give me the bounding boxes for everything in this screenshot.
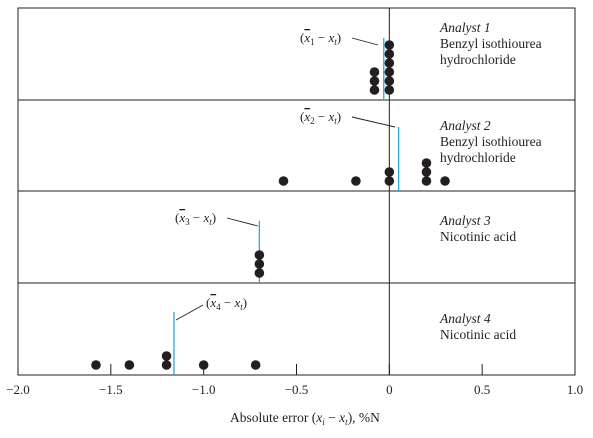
analyst-label: Analyst 4	[439, 311, 491, 326]
mean-label-minus: −	[315, 30, 329, 45]
x-tick-label: 1.0	[567, 382, 583, 397]
data-point	[161, 360, 172, 370]
data-point	[351, 176, 361, 186]
mean-label-leader	[351, 37, 379, 46]
mean-label: (x4 − xt)	[206, 295, 247, 312]
mean-label-paren: (	[206, 295, 210, 310]
mean-label-t: t	[334, 37, 337, 47]
data-point	[124, 360, 135, 370]
data-point	[421, 167, 432, 177]
data-point	[91, 360, 101, 370]
mean-label-xt: x	[233, 295, 240, 310]
data-point	[384, 76, 395, 86]
data-point	[440, 176, 450, 186]
sample-label: Benzyl isothiourea	[440, 134, 542, 149]
data-point	[384, 67, 395, 77]
data-point	[161, 351, 172, 361]
x-axis-title: Absolute error (xi − xt), %N	[230, 410, 380, 427]
data-point	[384, 49, 395, 59]
x-tick-label: 0	[386, 382, 393, 397]
analyst-label: Analyst 1	[439, 20, 491, 35]
data-point	[421, 176, 432, 186]
mean-label-xbar: x	[209, 295, 216, 310]
data-point	[384, 176, 395, 186]
mean-label-paren-close: )	[337, 109, 341, 124]
mean-label-xt: x	[327, 109, 334, 124]
data-point	[278, 176, 289, 186]
data-point	[369, 76, 380, 86]
mean-label: (x1 − xt)	[300, 30, 341, 47]
data-point	[250, 360, 261, 370]
mean-label-paren: (	[175, 210, 179, 225]
mean-label-leader	[351, 116, 396, 128]
mean-label-xt: x	[202, 210, 209, 225]
data-point	[421, 158, 432, 168]
sample-label: Benzyl isothiourea	[440, 36, 542, 51]
mean-label-xbar: x	[303, 109, 310, 124]
mean-label-paren: (	[300, 109, 304, 124]
mean-label-paren-close: )	[337, 30, 341, 45]
x-tick-label: −2.0	[6, 382, 30, 397]
mean-label-minus: −	[221, 295, 235, 310]
mean-label: (x2 − xt)	[300, 109, 341, 126]
data-point	[369, 85, 380, 95]
sample-label: hydrochloride	[440, 150, 516, 165]
mean-label-minus: −	[315, 109, 329, 124]
mean-label-t: t	[240, 302, 243, 312]
mean-label-paren: (	[300, 30, 304, 45]
analyst-label: Analyst 3	[439, 213, 491, 228]
mean-label-sub: 1	[310, 37, 315, 47]
x-tick-label: 0.5	[474, 382, 490, 397]
mean-label-minus: −	[190, 210, 204, 225]
sample-label: hydrochloride	[440, 52, 516, 67]
sample-label: Nicotinic acid	[440, 327, 516, 342]
mean-label-sub: 3	[185, 217, 190, 227]
x-tick-label: −1.5	[99, 382, 123, 397]
mean-label-leader	[175, 304, 204, 321]
mean-label-paren-close: )	[243, 295, 247, 310]
data-point	[254, 250, 265, 260]
mean-label-xbar: x	[303, 30, 310, 45]
mean-label-xbar: x	[178, 210, 185, 225]
mean-label-paren-close: )	[212, 210, 216, 225]
data-point	[369, 67, 380, 77]
data-point	[254, 259, 265, 269]
mean-label-t: t	[209, 217, 212, 227]
data-point	[384, 167, 395, 177]
mean-label-leader	[226, 217, 259, 227]
data-point	[384, 40, 395, 50]
x-axis: −2.0 −1.5 −1.0 −0.5 0 0.5 1.0	[6, 364, 583, 397]
mean-label-sub: 2	[310, 116, 315, 126]
mean-label: (x3 − xt)	[175, 210, 216, 227]
sample-label: Nicotinic acid	[440, 229, 516, 244]
data-point	[384, 85, 395, 95]
analyst-label: Analyst 2	[439, 118, 491, 133]
data-point	[254, 268, 265, 278]
mean-label-xt: x	[327, 30, 334, 45]
x-tick-label: −0.5	[285, 382, 309, 397]
mean-label-t: t	[334, 116, 337, 126]
mean-label-sub: 4	[216, 302, 221, 312]
data-point	[384, 58, 395, 68]
x-tick-label: −1.0	[192, 382, 216, 397]
